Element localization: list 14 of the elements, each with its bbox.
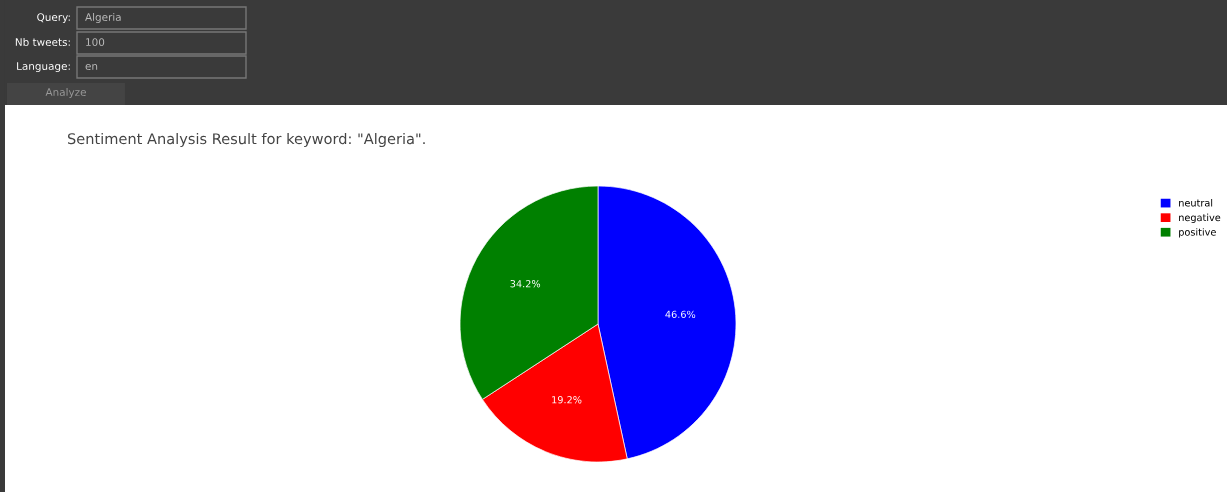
text: Algeria <box>85 12 121 24</box>
legend-label: neutral <box>1179 199 1213 207</box>
text: en <box>85 64 98 71</box>
text: Sentiment Analysis Result for keyword: "Algeria". <box>67 132 425 148</box>
data-label: 19.2% <box>552 396 582 404</box>
text: Language: <box>17 62 70 73</box>
data-label: 46.6% <box>665 310 696 318</box>
legend-label: positive <box>1179 228 1216 238</box>
text: Nb tweets: <box>15 37 70 47</box>
text: Analyze <box>45 87 86 99</box>
legend-label: negative <box>1179 213 1221 224</box>
text: Query: <box>37 13 70 24</box>
text: 100 <box>86 38 105 47</box>
data-label: 34.2% <box>510 280 541 288</box>
